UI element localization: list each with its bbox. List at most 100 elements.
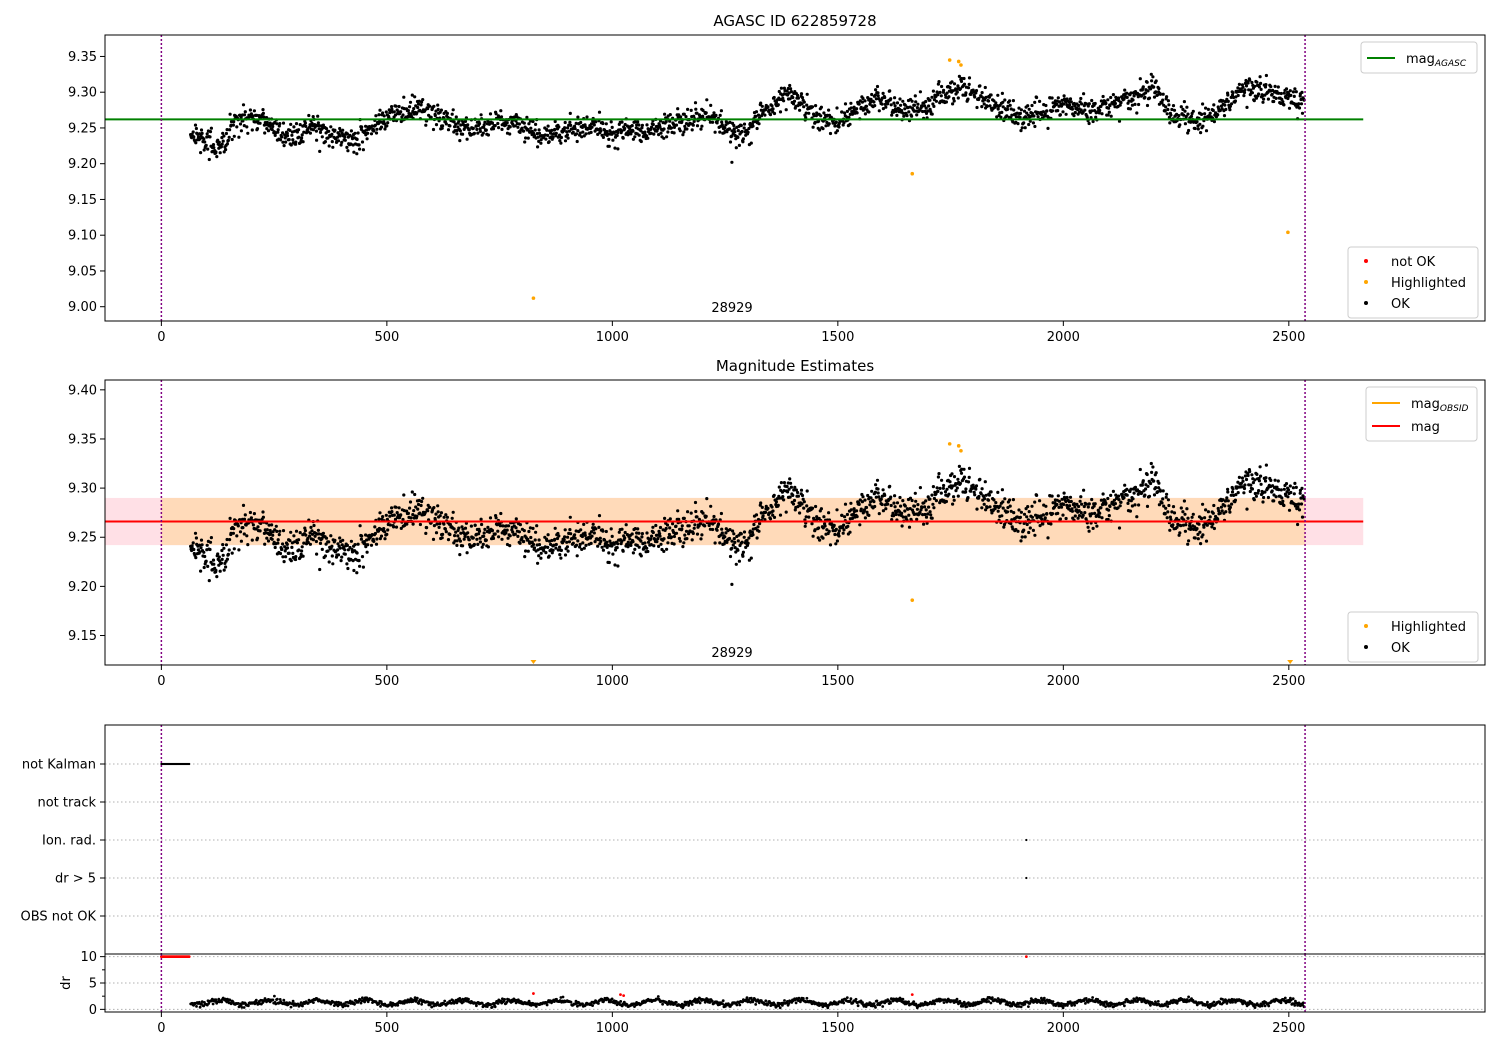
magnitude-ok-point	[776, 503, 780, 507]
magnitude-ok-point	[455, 543, 459, 548]
agasc-ok-point	[681, 133, 685, 137]
agasc-ok-point	[1097, 111, 1101, 115]
agasc-ok-point	[491, 127, 496, 131]
magnitude-ok-point	[639, 539, 643, 543]
agasc-ok-point	[508, 125, 512, 129]
dr-ok-point	[299, 1001, 303, 1004]
agasc-ok-point	[1228, 104, 1232, 108]
magnitude-ok-point	[672, 542, 676, 546]
agasc-ok-point	[1169, 113, 1173, 117]
magnitude-ok-point	[236, 524, 240, 528]
agasc-ok-point	[481, 131, 485, 135]
magnitude-ok-point	[923, 512, 927, 517]
agasc-ok-point	[905, 114, 909, 118]
magnitude-ok-point	[747, 558, 752, 562]
agasc-ok-point	[960, 76, 964, 81]
agasc-ok-point	[1170, 107, 1174, 112]
agasc-ok-point	[962, 76, 966, 81]
magnitude-ok-point	[802, 500, 806, 504]
magnitude-ok-point	[874, 483, 878, 487]
magnitude-ok-point	[261, 515, 265, 519]
agasc-ok-point	[208, 135, 212, 139]
agasc-ok-point	[1022, 109, 1027, 113]
agasc-ok-point	[914, 100, 918, 104]
magnitude-ok-point	[1276, 479, 1280, 483]
magnitude-ok-point	[1248, 469, 1252, 474]
magnitude-ok-point	[250, 538, 254, 542]
agasc-ok-point	[1130, 103, 1134, 107]
magnitude-ok-point	[663, 516, 667, 521]
agasc-ok-point	[1145, 103, 1150, 108]
agasc-x-tick-label: 2500	[1272, 330, 1305, 345]
agasc-ok-point	[1242, 90, 1247, 95]
agasc-point-legend-label: not OK	[1391, 255, 1436, 270]
magnitude-ok-point	[320, 536, 324, 541]
magnitude-ok-point	[345, 543, 349, 548]
agasc-ok-point	[355, 137, 359, 141]
magnitude-ok-point	[786, 490, 790, 494]
agasc-ok-point	[361, 148, 365, 152]
agasc-ok-point	[439, 108, 443, 112]
magnitude-ok-point	[379, 527, 383, 531]
agasc-ok-point	[386, 121, 390, 125]
agasc-ok-point	[208, 130, 213, 134]
agasc-ok-point	[1125, 91, 1129, 95]
magnitude-y-tick-label: 9.40	[68, 383, 97, 398]
agasc-ok-point	[859, 105, 863, 110]
agasc-ok-point	[739, 123, 743, 128]
magnitude-ok-point	[556, 531, 560, 536]
agasc-ok-point	[321, 123, 325, 127]
agasc-ok-point	[983, 85, 987, 90]
magnitude-ok-point	[1233, 498, 1237, 502]
agasc-ok-point	[465, 137, 469, 141]
magnitude-ok-point	[1256, 491, 1260, 495]
magnitude-ok-point	[1212, 526, 1216, 531]
agasc-line-legend: magAGASC	[1360, 41, 1478, 74]
agasc-ok-point	[461, 120, 465, 124]
magnitude-ok-point	[276, 538, 280, 542]
magnitude-ok-point	[1065, 503, 1069, 507]
magnitude-ok-point	[1200, 517, 1204, 521]
magnitude-ok-point	[487, 530, 491, 534]
magnitude-ok-point	[863, 516, 868, 520]
magnitude-ok-point	[1008, 498, 1012, 502]
magnitude-ok-point	[727, 536, 732, 541]
magnitude-ok-point	[730, 546, 734, 550]
magnitude-ok-point	[1248, 489, 1252, 494]
magnitude-ok-point	[254, 527, 258, 531]
magnitude-ok-point	[785, 484, 789, 489]
magnitude-ok-point	[974, 487, 978, 491]
magnitude-ok-point	[841, 531, 845, 535]
agasc-ok-point	[1144, 91, 1148, 95]
magnitude-ok-point	[926, 512, 930, 516]
magnitude-ok-point	[597, 514, 602, 518]
agasc-ok-point	[936, 92, 940, 96]
magnitude-ok-point	[463, 526, 468, 530]
magnitude-ok-point	[285, 542, 289, 547]
agasc-ok-point	[732, 127, 736, 131]
agasc-ok-point	[918, 90, 923, 94]
magnitude-ok-point	[211, 558, 216, 562]
agasc-ok-point	[700, 124, 704, 128]
agasc-ok-point	[252, 109, 256, 113]
magnitude-ok-point	[1002, 522, 1007, 527]
magnitude-ok-point	[1272, 499, 1276, 503]
magnitude-ok-point	[982, 502, 986, 506]
magnitude-ok-point	[306, 540, 310, 545]
agasc-ok-point	[1261, 100, 1265, 104]
magnitude-ok-point	[520, 536, 524, 540]
agasc-ok-point	[224, 131, 228, 136]
magnitude-ok-point	[1083, 510, 1087, 515]
magnitude-ok-point	[1204, 539, 1209, 543]
agasc-ok-point	[1292, 94, 1296, 98]
agasc-ok-point	[938, 90, 942, 94]
agasc-ok-point	[1201, 102, 1205, 106]
agasc-ok-point	[326, 136, 330, 140]
magnitude-ok-point	[1079, 510, 1083, 515]
magnitude-ok-point	[1258, 465, 1262, 469]
agasc-ok-point	[455, 132, 459, 136]
magnitude-ok-point	[1224, 510, 1228, 514]
agasc-ok-point	[789, 90, 794, 94]
magnitude-ok-point	[732, 532, 736, 536]
